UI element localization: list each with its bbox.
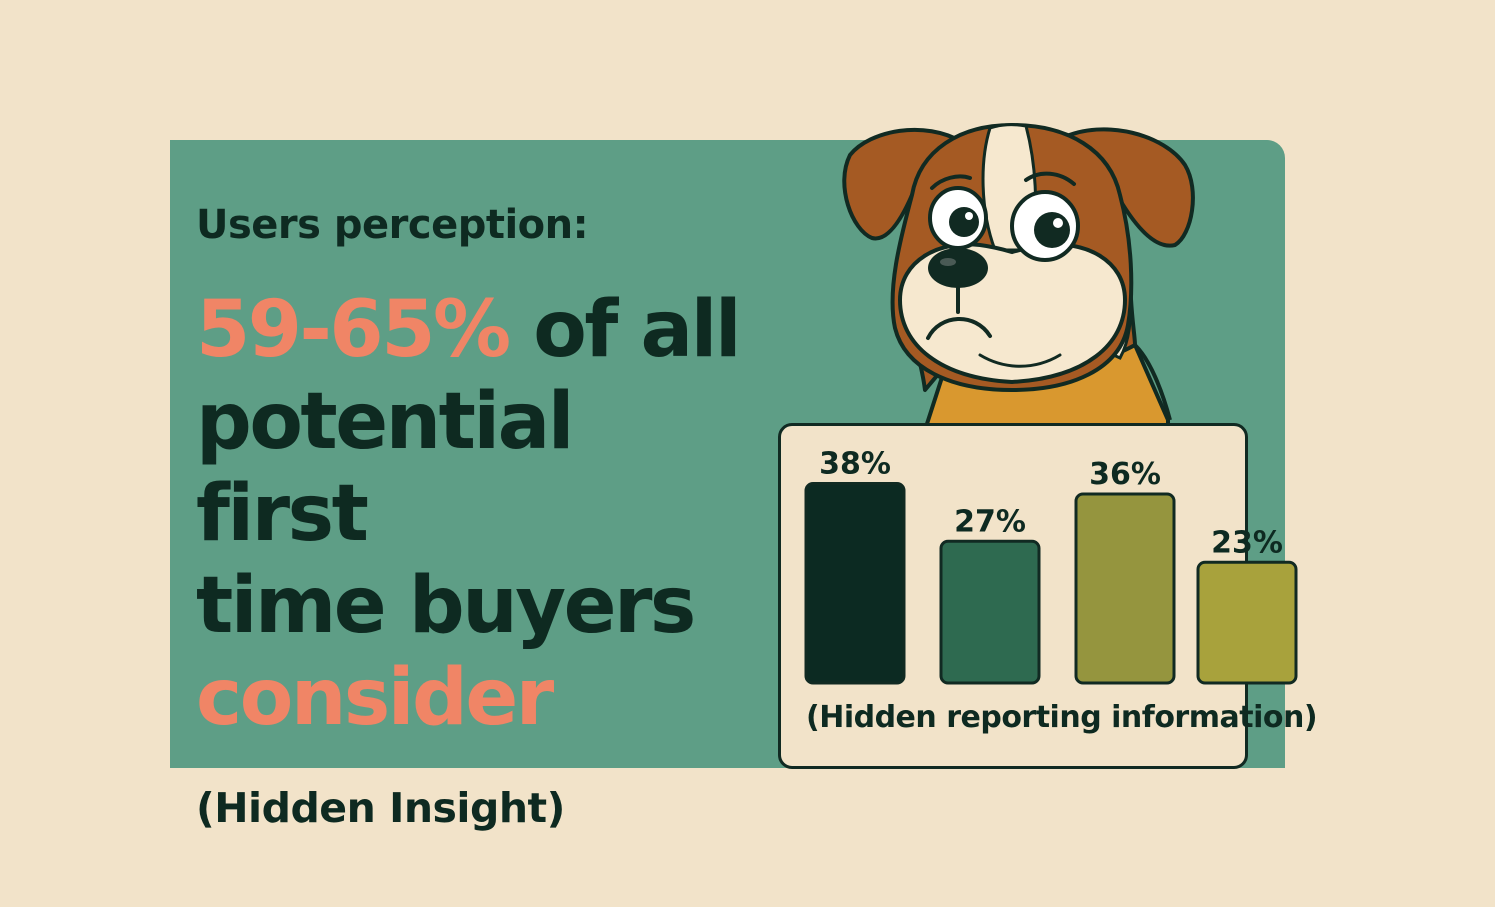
headline-line3: time buyers	[196, 561, 696, 651]
bar-3-label: 36%	[1089, 457, 1161, 492]
bar-1	[804, 482, 906, 685]
bar-2-label: 27%	[954, 504, 1026, 539]
subtitle: Users perception:	[196, 202, 589, 248]
bar-4	[1196, 560, 1298, 685]
headline-highlight: 59-65%	[196, 285, 511, 375]
chart-caption: (Hidden reporting information)	[806, 700, 1318, 735]
bar-chart: 38% 27% 36% 23%	[804, 447, 1298, 685]
bar-4-label: 23%	[1211, 525, 1283, 560]
worried-dog-icon	[842, 122, 1195, 432]
bar-1-label: 38%	[819, 447, 891, 482]
bar-2	[939, 539, 1041, 685]
hidden-insight-note: (Hidden Insight)	[196, 784, 565, 832]
headline-block: Users perception: 59-65% of all potentia…	[196, 196, 756, 836]
headline: 59-65% of all potential first time buyer…	[196, 284, 756, 744]
headline-line4: consider	[196, 653, 554, 743]
bar-3	[1074, 492, 1176, 685]
headline-line1-rest: of all	[508, 285, 741, 375]
headline-line2: potential first	[196, 377, 575, 559]
